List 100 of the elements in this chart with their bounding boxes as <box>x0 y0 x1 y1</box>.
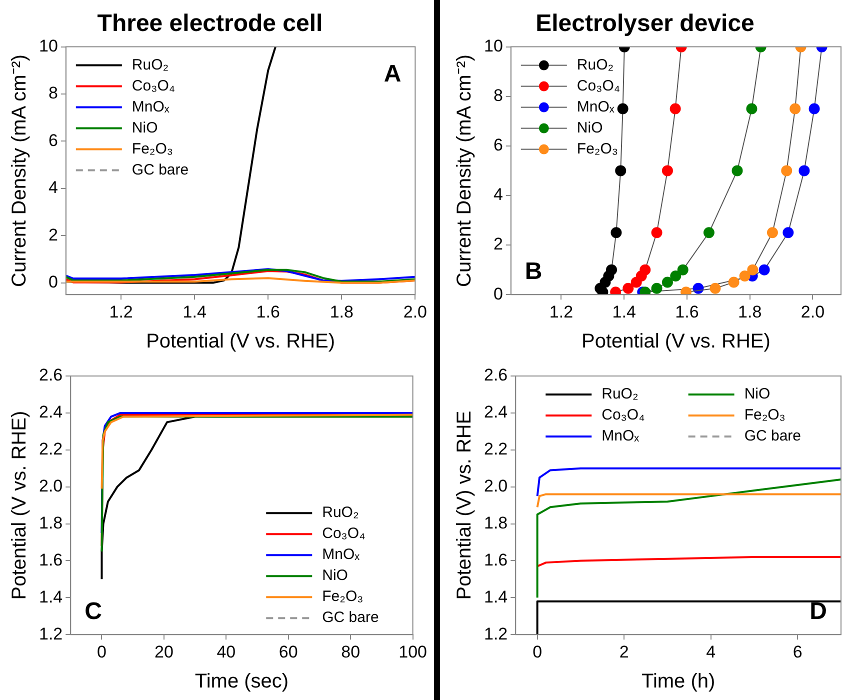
point <box>617 103 628 114</box>
x-axis-title: Time (sec) <box>194 670 289 693</box>
y-tick-label: 1.2 <box>484 624 508 644</box>
legend-label: GC bare <box>322 609 379 626</box>
x-tick-label: 1.4 <box>182 302 206 322</box>
point <box>615 165 626 176</box>
point <box>747 264 758 276</box>
x-tick-label: 1.2 <box>549 302 574 322</box>
legend-label: RuO₂ <box>322 504 359 522</box>
x-axis-title: Potential (V vs. RHE) <box>146 330 336 353</box>
legend-label: RuO₂ <box>602 386 638 403</box>
legend-label: Fe₂O₃ <box>744 406 786 424</box>
y-tick-label: 1.8 <box>484 513 508 532</box>
y-tick-label: 2.6 <box>38 366 63 385</box>
annotation: B <box>524 258 542 286</box>
legend-label: GC bare <box>132 161 189 178</box>
x-tick-label: 1.6 <box>675 302 699 322</box>
legend-label: Co₃O₄ <box>322 525 366 542</box>
y-tick-label: 6 <box>48 130 58 150</box>
x-tick-label: 4 <box>706 642 716 662</box>
point <box>808 103 820 114</box>
annotation: A <box>384 60 402 88</box>
y-tick-label: 4 <box>48 178 58 198</box>
legend-label: Co₃O₄ <box>576 77 620 94</box>
legend-label: Co₃O₄ <box>602 406 645 424</box>
y-tick-label: 4 <box>493 185 503 204</box>
y-axis-title: Current Density (mA cm⁻²) <box>8 54 31 287</box>
x-tick-label: 2.0 <box>403 302 428 322</box>
x-tick-label: 80 <box>341 642 360 662</box>
x-tick-label: 1.8 <box>330 302 354 322</box>
legend-label: NiO <box>744 386 770 403</box>
y-tick-label: 2 <box>493 234 503 254</box>
x-tick-label: 100 <box>398 642 428 662</box>
y-tick-label: 1.4 <box>484 587 508 606</box>
point <box>710 282 721 294</box>
y-axis-title: Potential (V vs. RHE) <box>8 410 31 600</box>
y-tick-label: 10 <box>38 36 58 56</box>
x-tick-label: 40 <box>216 642 236 662</box>
y-tick-label: 6 <box>493 136 503 155</box>
y-tick-label: 1.8 <box>38 513 63 532</box>
y-tick-label: 2.2 <box>484 440 508 459</box>
y-axis-title: Current Density (mA cm⁻²) <box>454 54 476 287</box>
point <box>622 282 634 294</box>
legend-label: Fe₂O₃ <box>576 140 618 158</box>
legend-label: RuO₂ <box>132 56 169 74</box>
point <box>610 227 622 238</box>
y-tick-label: 10 <box>484 36 503 56</box>
y-axis-title: Potential (V) vs. RHE <box>454 410 476 600</box>
y-tick-label: 0 <box>493 284 503 304</box>
annotation: C <box>84 598 102 626</box>
chart-title: Three electrode cell <box>97 10 323 38</box>
point <box>781 165 792 176</box>
point <box>766 227 778 238</box>
point <box>728 276 740 288</box>
legend-label: NiO <box>132 119 158 136</box>
y-tick-label: 2.0 <box>484 476 508 496</box>
y-tick-label: 2.0 <box>38 476 63 496</box>
y-tick-label: 2.4 <box>38 402 63 422</box>
y-tick-label: 1.2 <box>38 624 63 644</box>
legend-label: NiO <box>322 567 348 584</box>
point <box>670 103 681 114</box>
legend-label: MnOₓ <box>132 98 170 116</box>
point <box>746 103 758 114</box>
point <box>651 282 662 294</box>
x-tick-label: 6 <box>792 642 802 662</box>
x-tick-label: 0 <box>97 642 106 662</box>
x-tick-label: 1.8 <box>738 302 762 322</box>
legend-label: MnOₓ <box>602 428 640 445</box>
x-tick-label: 0 <box>532 642 542 662</box>
point <box>782 227 794 238</box>
y-tick-label: 2 <box>48 225 58 244</box>
legend-label: MnOₓ <box>322 546 360 564</box>
y-tick-label: 2.6 <box>484 366 508 385</box>
point <box>606 264 618 276</box>
legend-label: RuO₂ <box>576 56 614 74</box>
point <box>670 270 682 282</box>
point <box>662 165 673 176</box>
legend-label: NiO <box>576 119 603 136</box>
point <box>651 227 662 238</box>
x-axis-title: Potential (V vs. RHE) <box>581 330 770 353</box>
x-axis-title: Time (h) <box>641 670 716 693</box>
y-tick-label: 1.6 <box>38 550 63 570</box>
point <box>758 264 770 276</box>
chart-title: Electrolyser device <box>536 10 754 38</box>
y-tick-label: 8 <box>48 84 58 103</box>
point <box>662 276 673 288</box>
x-tick-label: 20 <box>154 642 174 662</box>
point <box>739 270 750 282</box>
legend-label: GC bare <box>744 428 802 445</box>
x-tick-label: 1.4 <box>612 302 636 322</box>
x-tick-label: 1.6 <box>256 302 280 322</box>
x-tick-label: 2 <box>619 642 629 662</box>
x-tick-label: 1.2 <box>109 302 133 322</box>
y-tick-label: 0 <box>48 272 58 292</box>
y-tick-label: 8 <box>493 86 503 106</box>
y-tick-label: 1.4 <box>38 587 63 606</box>
point <box>703 227 714 238</box>
point <box>640 264 651 276</box>
y-tick-label: 2.4 <box>484 402 508 422</box>
point <box>677 264 688 276</box>
